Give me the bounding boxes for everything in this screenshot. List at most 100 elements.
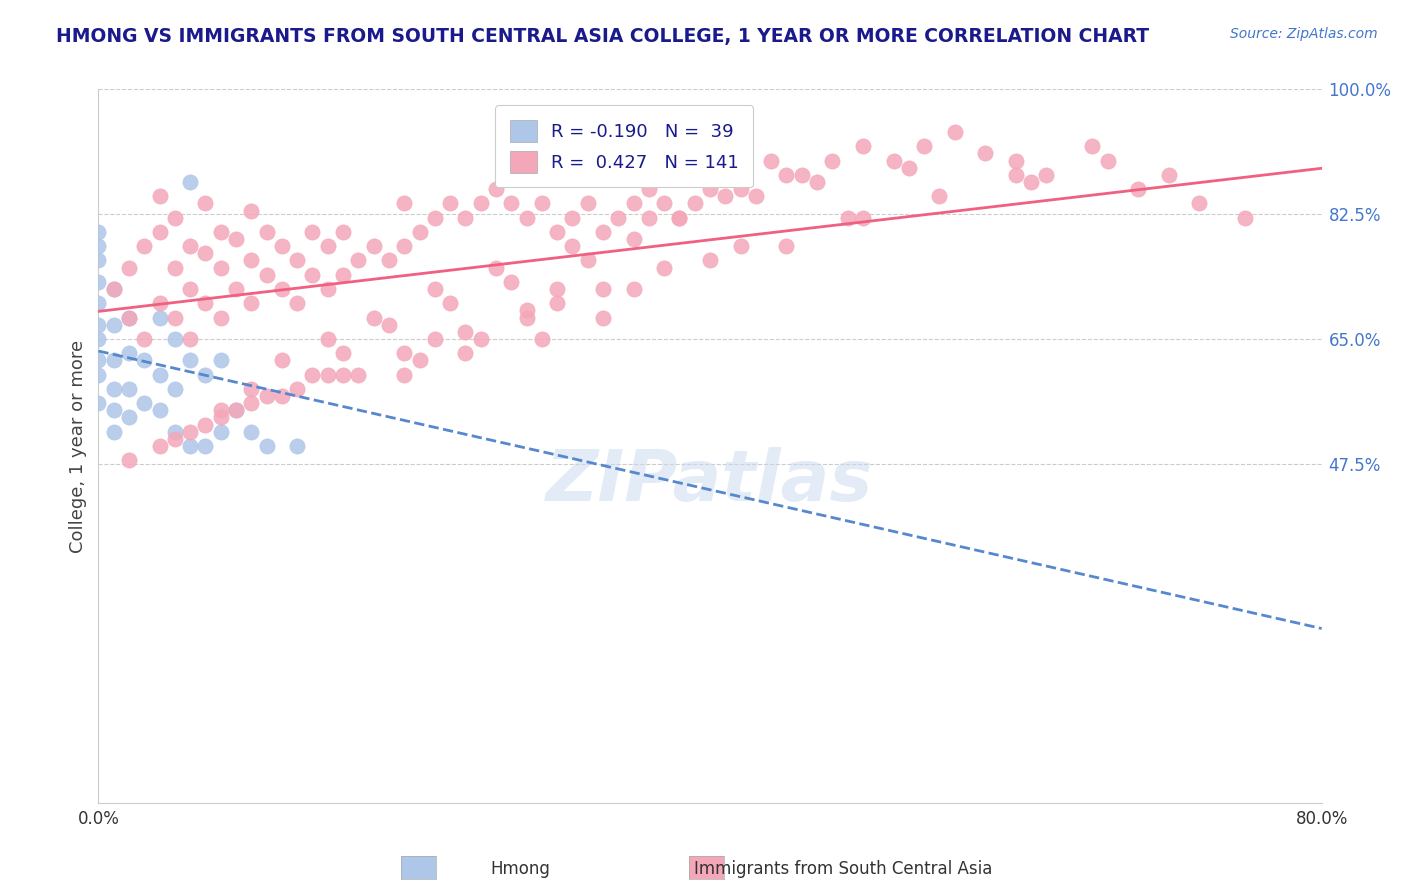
- Point: [623, 282, 645, 296]
- Point: [240, 396, 263, 410]
- Point: [118, 410, 141, 425]
- Text: Source: ZipAtlas.com: Source: ZipAtlas.com: [1230, 27, 1378, 41]
- Point: [179, 439, 201, 453]
- Text: HMONG VS IMMIGRANTS FROM SOUTH CENTRAL ASIA COLLEGE, 1 YEAR OR MORE CORRELATION : HMONG VS IMMIGRANTS FROM SOUTH CENTRAL A…: [56, 27, 1149, 45]
- Point: [623, 232, 645, 246]
- Point: [561, 239, 583, 253]
- Point: [623, 196, 645, 211]
- Point: [87, 353, 110, 368]
- Point: [821, 153, 844, 168]
- Point: [256, 225, 278, 239]
- Point: [392, 368, 416, 382]
- Point: [149, 189, 172, 203]
- Point: [454, 346, 477, 360]
- Point: [194, 196, 217, 211]
- Point: [607, 211, 630, 225]
- Point: [501, 275, 523, 289]
- Point: [392, 346, 416, 360]
- Point: [363, 239, 385, 253]
- Point: [285, 253, 308, 268]
- Point: [285, 382, 308, 396]
- Point: [1035, 168, 1057, 182]
- Point: [103, 282, 125, 296]
- Point: [316, 368, 339, 382]
- Point: [1019, 175, 1042, 189]
- Point: [179, 282, 201, 296]
- Point: [852, 139, 875, 153]
- Point: [699, 253, 721, 268]
- Point: [118, 453, 141, 467]
- Point: [134, 239, 156, 253]
- Point: [134, 332, 156, 346]
- Point: [209, 410, 232, 425]
- Point: [209, 225, 232, 239]
- Point: [240, 203, 263, 218]
- Point: [209, 310, 232, 325]
- Point: [194, 368, 217, 382]
- Point: [332, 225, 354, 239]
- Point: [576, 253, 599, 268]
- Point: [576, 196, 599, 211]
- Point: [852, 211, 875, 225]
- Point: [392, 239, 416, 253]
- Point: [194, 246, 217, 260]
- Point: [561, 211, 583, 225]
- Point: [209, 260, 232, 275]
- Point: [285, 296, 308, 310]
- Point: [209, 353, 232, 368]
- Point: [163, 332, 186, 346]
- Point: [149, 439, 172, 453]
- Point: [363, 310, 385, 325]
- Point: [240, 296, 263, 310]
- Point: [118, 382, 141, 396]
- Point: [149, 403, 172, 417]
- Point: [530, 332, 553, 346]
- Point: [332, 268, 354, 282]
- Point: [423, 332, 446, 346]
- Point: [454, 211, 477, 225]
- Text: ZIPatlas: ZIPatlas: [547, 447, 873, 516]
- Point: [270, 353, 292, 368]
- Point: [837, 211, 859, 225]
- Point: [775, 239, 797, 253]
- Point: [546, 296, 568, 310]
- Point: [163, 432, 186, 446]
- Point: [470, 332, 492, 346]
- Point: [163, 425, 186, 439]
- Point: [668, 211, 690, 225]
- Point: [1128, 182, 1150, 196]
- Point: [408, 353, 430, 368]
- Point: [179, 425, 201, 439]
- Point: [163, 211, 186, 225]
- Point: [668, 211, 690, 225]
- Point: [134, 396, 156, 410]
- Point: [745, 189, 768, 203]
- Point: [912, 139, 935, 153]
- Point: [392, 196, 416, 211]
- Point: [118, 310, 141, 325]
- Point: [454, 325, 477, 339]
- Point: [103, 425, 125, 439]
- Point: [637, 182, 661, 196]
- Point: [516, 303, 538, 318]
- Point: [928, 189, 950, 203]
- Point: [699, 182, 721, 196]
- Point: [225, 403, 247, 417]
- Point: [240, 382, 263, 396]
- Point: [285, 439, 308, 453]
- Point: [806, 175, 828, 189]
- Point: [103, 403, 125, 417]
- Point: [592, 225, 614, 239]
- Point: [592, 282, 614, 296]
- Point: [256, 268, 278, 282]
- Point: [378, 318, 401, 332]
- Legend: R = -0.190   N =  39, R =  0.427   N = 141: R = -0.190 N = 39, R = 0.427 N = 141: [495, 105, 754, 187]
- Point: [730, 182, 752, 196]
- Point: [332, 368, 354, 382]
- Point: [209, 425, 232, 439]
- Point: [546, 282, 568, 296]
- Point: [883, 153, 905, 168]
- Point: [225, 403, 247, 417]
- Point: [316, 282, 339, 296]
- Point: [87, 318, 110, 332]
